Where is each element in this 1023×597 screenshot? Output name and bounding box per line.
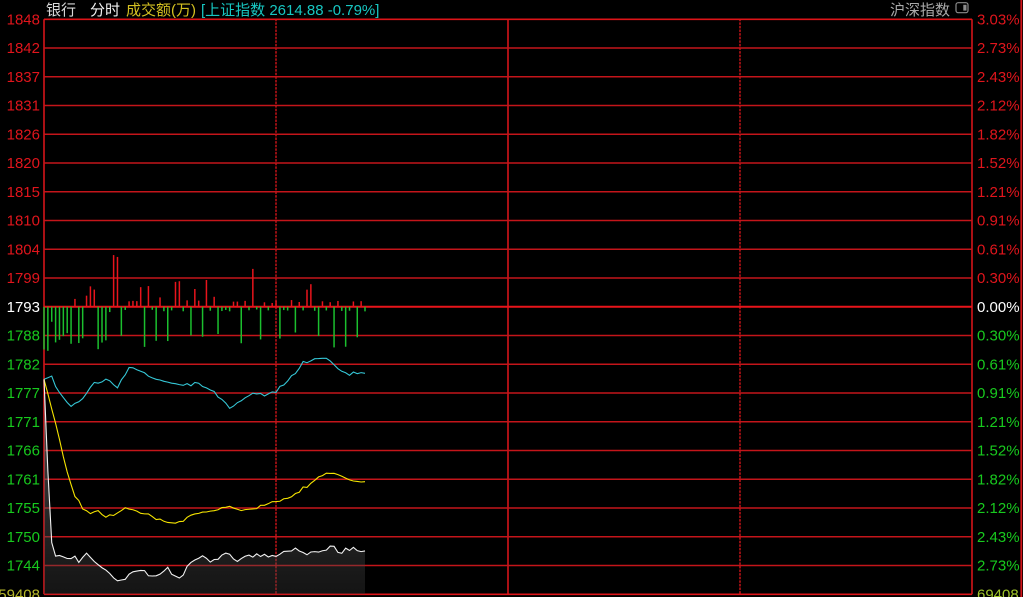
svg-text:1810: 1810 [7, 213, 40, 230]
svg-text:1.52%: 1.52% [977, 443, 1020, 460]
svg-text:1782: 1782 [7, 356, 40, 373]
svg-text:0.61%: 0.61% [977, 241, 1020, 258]
svg-text:1842: 1842 [7, 40, 40, 57]
svg-text:1771: 1771 [7, 414, 40, 431]
svg-text:0.30%: 0.30% [977, 328, 1020, 345]
svg-text:69408: 69408 [977, 586, 1019, 597]
svg-text:1755: 1755 [7, 500, 40, 517]
svg-text:1761: 1761 [7, 471, 40, 488]
svg-text:1815: 1815 [7, 184, 40, 201]
svg-text:3.03%: 3.03% [977, 11, 1020, 28]
svg-text:2.43%: 2.43% [977, 529, 1020, 546]
svg-text:1750: 1750 [7, 529, 40, 546]
svg-text:1777: 1777 [7, 385, 40, 402]
svg-text:1744: 1744 [7, 558, 40, 575]
svg-text:1826: 1826 [7, 126, 40, 143]
svg-text:1.21%: 1.21% [977, 414, 1020, 431]
svg-text:分时: 分时 [90, 2, 120, 19]
svg-text:1.52%: 1.52% [977, 155, 1020, 172]
svg-text:1.82%: 1.82% [977, 126, 1020, 143]
svg-text:成交额(万): 成交额(万) [126, 1, 196, 19]
svg-text:59408: 59408 [0, 586, 40, 597]
svg-text:2.73%: 2.73% [977, 40, 1020, 57]
svg-text:0.30%: 0.30% [977, 270, 1020, 287]
svg-text:0.91%: 0.91% [977, 213, 1020, 230]
svg-text:1837: 1837 [7, 69, 40, 86]
svg-text:0.91%: 0.91% [977, 385, 1020, 402]
svg-text:1848: 1848 [7, 11, 40, 28]
svg-text:1788: 1788 [7, 328, 40, 345]
svg-text:[上证指数 2614.88 -0.79%]: [上证指数 2614.88 -0.79%] [201, 2, 379, 19]
svg-text:1.21%: 1.21% [977, 184, 1020, 201]
svg-text:1820: 1820 [7, 155, 40, 172]
svg-text:2.43%: 2.43% [977, 69, 1020, 86]
svg-text:1.82%: 1.82% [977, 471, 1020, 488]
svg-text:1831: 1831 [7, 98, 40, 115]
svg-text:2.12%: 2.12% [977, 98, 1020, 115]
svg-text:0.61%: 0.61% [977, 356, 1020, 373]
svg-text:1793: 1793 [7, 299, 40, 316]
svg-text:1804: 1804 [7, 241, 40, 258]
svg-text:1766: 1766 [7, 443, 40, 460]
svg-text:1799: 1799 [7, 270, 40, 287]
svg-text:0.00%: 0.00% [977, 299, 1020, 316]
svg-text:2.12%: 2.12% [977, 500, 1020, 517]
svg-text:2.73%: 2.73% [977, 558, 1020, 575]
svg-text:沪深指数: 沪深指数 [890, 2, 950, 19]
svg-text:银行: 银行 [46, 2, 76, 19]
